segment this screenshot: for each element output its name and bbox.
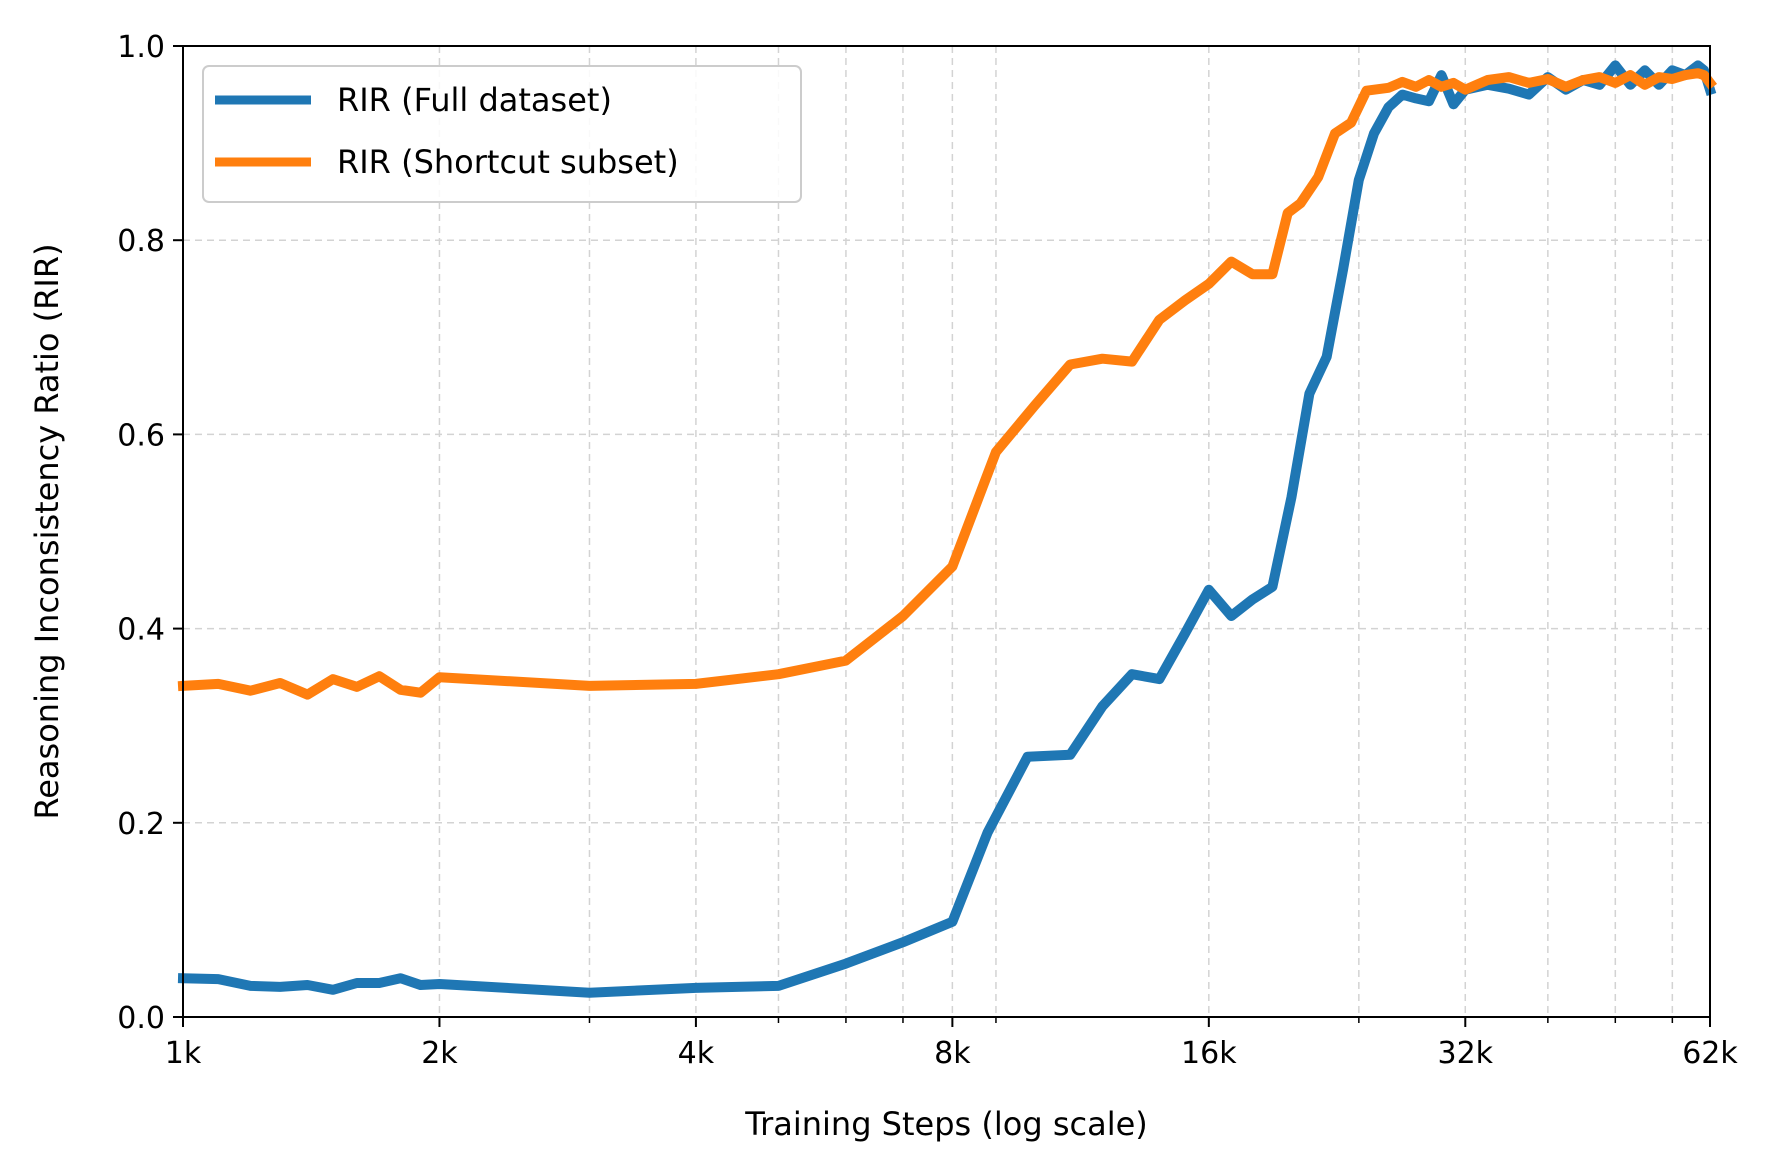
legend-label-shortcut-subset: RIR (Shortcut subset) xyxy=(337,143,679,181)
x-tick-label: 2k xyxy=(421,1036,458,1071)
plot-frame xyxy=(182,45,1711,1018)
x-tick-label: 16k xyxy=(1181,1036,1237,1071)
x-tick-label: 1k xyxy=(165,1036,202,1071)
legend-label-full-dataset: RIR (Full dataset) xyxy=(337,81,612,119)
x-tick-labels: 1k 2k 4k 8k 16k 32k 62k xyxy=(165,1036,1739,1071)
y-tick-labels: 0.0 0.2 0.4 0.6 0.8 1.0 xyxy=(117,30,165,1036)
y-tick-label: 0.2 xyxy=(117,807,165,842)
x-tick-label: 8k xyxy=(934,1036,971,1071)
y-tick-label: 0.4 xyxy=(117,613,165,648)
axis-ticks xyxy=(173,45,1711,1027)
y-tick-label: 0.6 xyxy=(117,418,165,453)
x-tick-label: 62k xyxy=(1682,1036,1738,1071)
legend: RIR (Full dataset) RIR (Shortcut subset) xyxy=(202,65,802,203)
y-tick-label: 0.0 xyxy=(117,1001,165,1036)
legend-box xyxy=(202,65,802,203)
x-tick-label: 4k xyxy=(678,1036,715,1071)
series-line-1 xyxy=(177,68,1718,700)
series-lines xyxy=(177,60,1718,998)
y-tick-label: 1.0 xyxy=(117,30,165,65)
x-tick-label: 32k xyxy=(1438,1036,1494,1071)
y-axis-label: Reasoning Inconsistency Ratio (RIR) xyxy=(28,243,66,819)
x-axis-label: Training Steps (log scale) xyxy=(744,1105,1148,1143)
y-tick-label: 0.8 xyxy=(117,224,165,259)
series-line-0 xyxy=(177,60,1717,998)
